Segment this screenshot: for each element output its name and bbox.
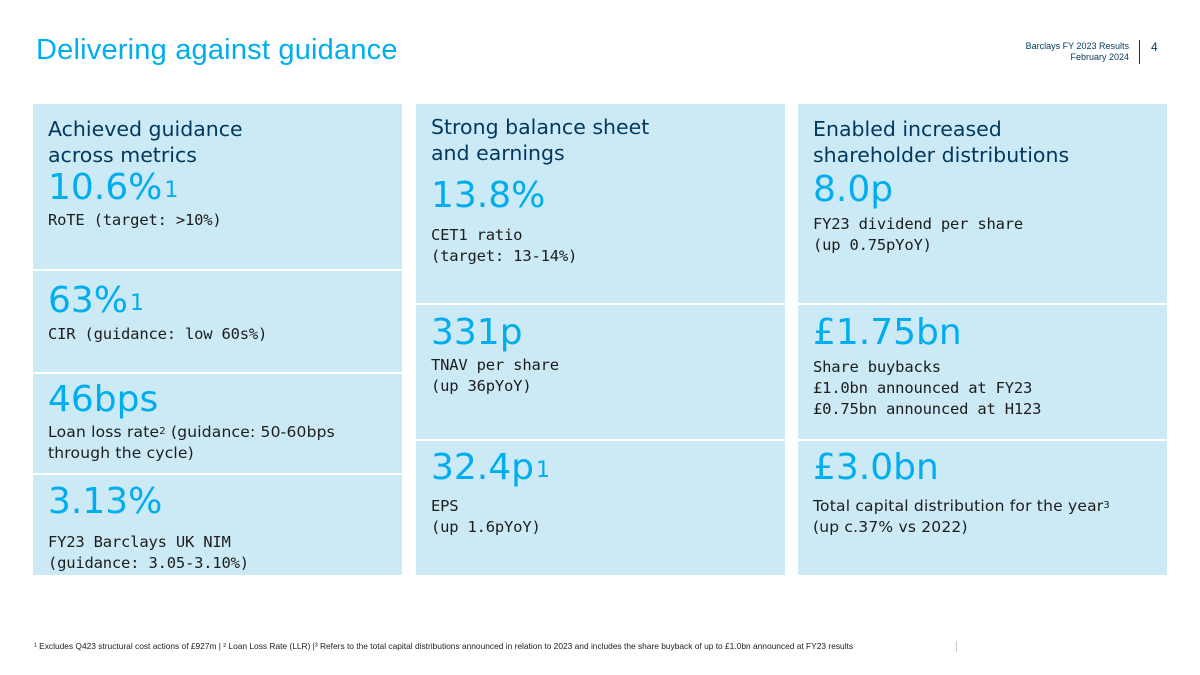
column-heading: Achieved guidance across metrics — [48, 116, 402, 168]
page-number: 4 — [1151, 40, 1158, 54]
column-achieved-guidance: Achieved guidance across metrics 10.6%1 … — [33, 104, 402, 575]
footnote-ref: 2 — [159, 426, 166, 437]
panel-eps: 32.4p1 EPS (up 1.6pYoY) — [416, 441, 785, 575]
footnote-divider — [956, 641, 957, 652]
heading-line: Achieved guidance — [48, 117, 243, 141]
metric-value: 3.13% — [48, 481, 163, 522]
report-name: Barclays FY 2023 Results — [1025, 41, 1129, 51]
report-date: February 2024 — [1070, 52, 1129, 62]
footnotes: ¹ Excludes Q423 structural cost actions … — [34, 641, 854, 651]
metric-value: 10.6%1 — [48, 167, 179, 208]
metric-desc: Share buybacks £1.0bn announced at FY23 … — [813, 358, 1042, 418]
metric-desc: CET1 ratio (target: 13-14%) — [431, 226, 578, 265]
metric-desc: CIR (guidance: low 60s%) — [48, 325, 268, 343]
panel-buybacks: £1.75bn Share buybacks £1.0bn announced … — [798, 305, 1167, 439]
metric-value: 46bps — [48, 379, 159, 420]
column-distributions: Enabled increased shareholder distributi… — [798, 104, 1167, 575]
metric-value: 13.8% — [431, 175, 546, 216]
heading-line: Enabled increased — [813, 117, 1002, 141]
report-meta: Barclays FY 2023 Results February 2024 — [1026, 41, 1129, 63]
footnote-ref: 1 — [536, 458, 551, 483]
metric-desc: FY23 Barclays UK NIM (guidance: 3.05-3.1… — [48, 533, 249, 572]
metric-desc: Loan loss rate2 (guidance: 50-60bps throu… — [48, 423, 335, 462]
column-heading: Enabled increased shareholder distributi… — [813, 116, 1167, 168]
panel-loan-loss: 46bps Loan loss rate2 (guidance: 50-60bp… — [33, 374, 402, 473]
column-heading: Strong balance sheet and earnings — [431, 114, 785, 166]
header-divider — [1139, 40, 1140, 64]
panel-rote: Achieved guidance across metrics 10.6%1 … — [33, 104, 402, 269]
metric-value: 331p — [431, 312, 523, 353]
heading-line: and earnings — [431, 141, 565, 165]
metric-desc: TNAV per share (up 36pYoY) — [431, 356, 559, 395]
panel-dividend: Enabled increased shareholder distributi… — [798, 104, 1167, 303]
panel-total-distribution: £3.0bn Total capital distribution for th… — [798, 441, 1167, 575]
metric-desc: RoTE (target: >10%) — [48, 211, 222, 229]
footnote-ref: 3 — [1103, 500, 1110, 511]
panel-nim: 3.13% FY23 Barclays UK NIM (guidance: 3.… — [33, 475, 402, 575]
metric-desc: FY23 dividend per share (up 0.75pYoY) — [813, 215, 1024, 254]
metric-desc: EPS (up 1.6pYoY) — [431, 497, 541, 536]
column-balance-sheet: Strong balance sheet and earnings 13.8% … — [416, 104, 785, 575]
metric-value: 8.0p — [813, 169, 894, 210]
metric-value: £3.0bn — [813, 447, 939, 488]
metric-value: £1.75bn — [813, 312, 962, 353]
heading-line: across metrics — [48, 143, 197, 167]
page-title: Delivering against guidance — [36, 34, 398, 66]
panel-tnav: 331p TNAV per share (up 36pYoY) — [416, 305, 785, 439]
footnote-ref: 1 — [130, 291, 145, 316]
metric-value: 63%1 — [48, 280, 145, 321]
panel-cir: 63%1 CIR (guidance: low 60s%) — [33, 271, 402, 372]
metric-value: 32.4p1 — [431, 447, 551, 488]
heading-line: shareholder distributions — [813, 143, 1070, 167]
heading-line: Strong balance sheet — [431, 115, 650, 139]
footnote-ref: 1 — [164, 178, 179, 203]
panel-cet1: Strong balance sheet and earnings 13.8% … — [416, 104, 785, 303]
metric-desc: Total capital distribution for the year3… — [813, 497, 1110, 536]
